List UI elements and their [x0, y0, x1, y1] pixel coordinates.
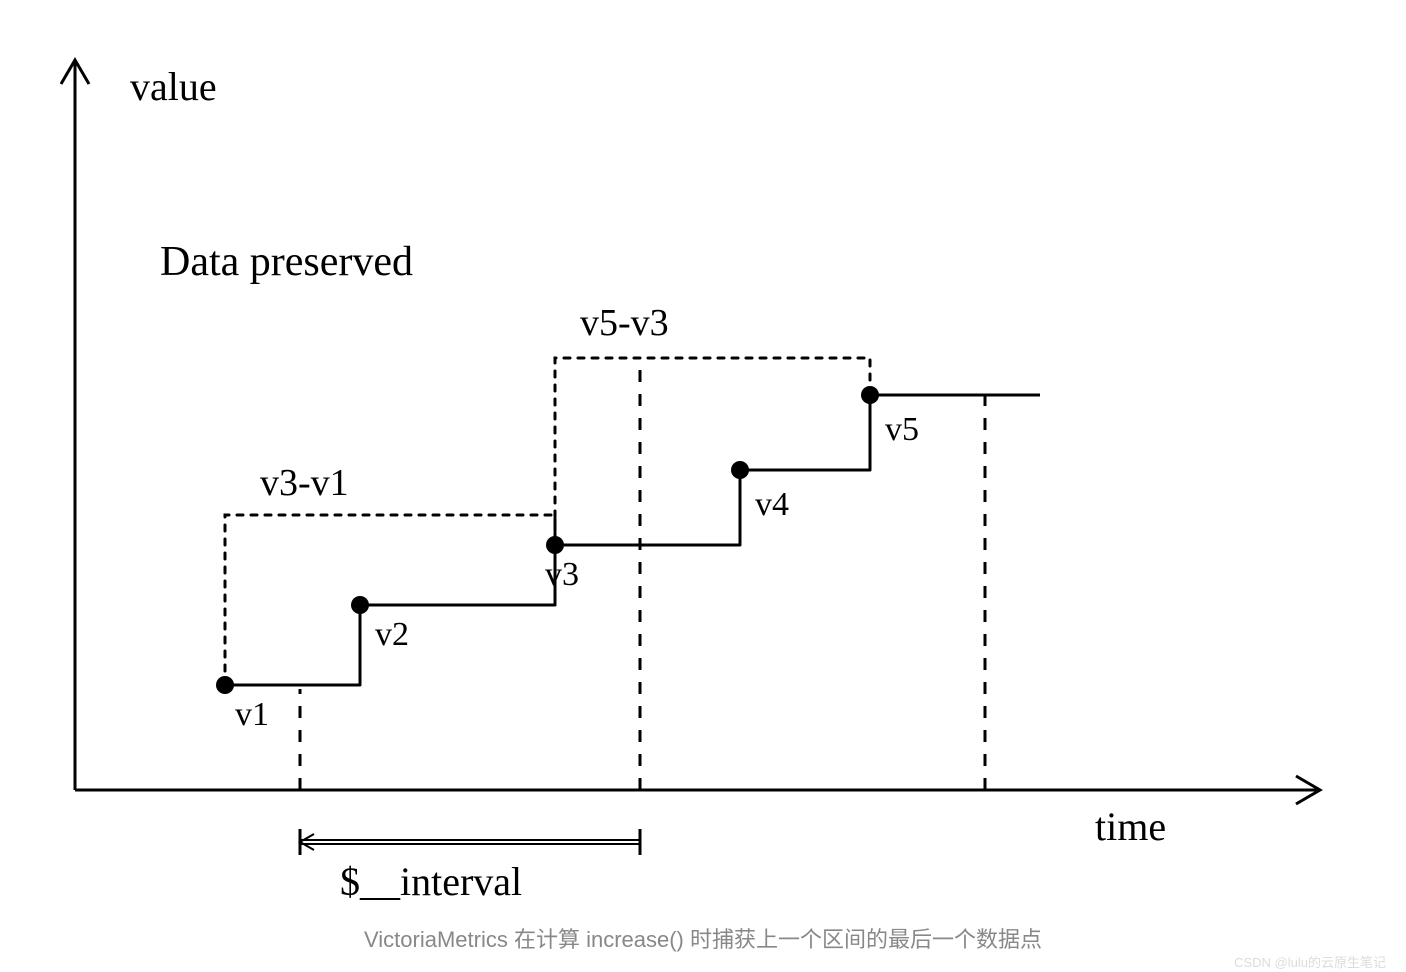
data-point-v5 [861, 386, 879, 404]
dotted-bracket-1 [225, 515, 555, 685]
data-point-label-v3: v3 [545, 556, 579, 593]
data-point-v2 [351, 596, 369, 614]
data-point-v1 [216, 676, 234, 694]
diagram-title: Data preserved [160, 239, 413, 285]
annotation-interval: $__interval [340, 859, 522, 904]
data-point-v3 [546, 536, 564, 554]
data-point-label-v5: v5 [885, 411, 919, 448]
y-axis-label: value [130, 64, 217, 109]
data-point-label-v1: v1 [235, 696, 269, 733]
caption-text: VictoriaMetrics 在计算 increase() 时捕获上一个区间的… [0, 922, 1406, 954]
annotation-diff1: v3-v1 [260, 462, 349, 504]
data-point-v4 [731, 461, 749, 479]
data-point-label-v2: v2 [375, 616, 409, 653]
data-point-label-v4: v4 [755, 486, 789, 523]
annotation-diff2: v5-v3 [580, 302, 669, 344]
step-diagram: value time Data preserved v1 v2 v3 v4 v5 v3-v1 v5… [0, 0, 1406, 910]
diagram-container: value time Data preserved v1 v2 v3 v4 v5 v3-v1 v5… [0, 0, 1406, 972]
x-axis-label: time [1095, 804, 1166, 849]
dotted-bracket-2 [555, 358, 870, 545]
interval-bracket-arrow-left [300, 834, 314, 850]
watermark-text: CSDN @lulu的云原生笔记 [1234, 952, 1386, 971]
